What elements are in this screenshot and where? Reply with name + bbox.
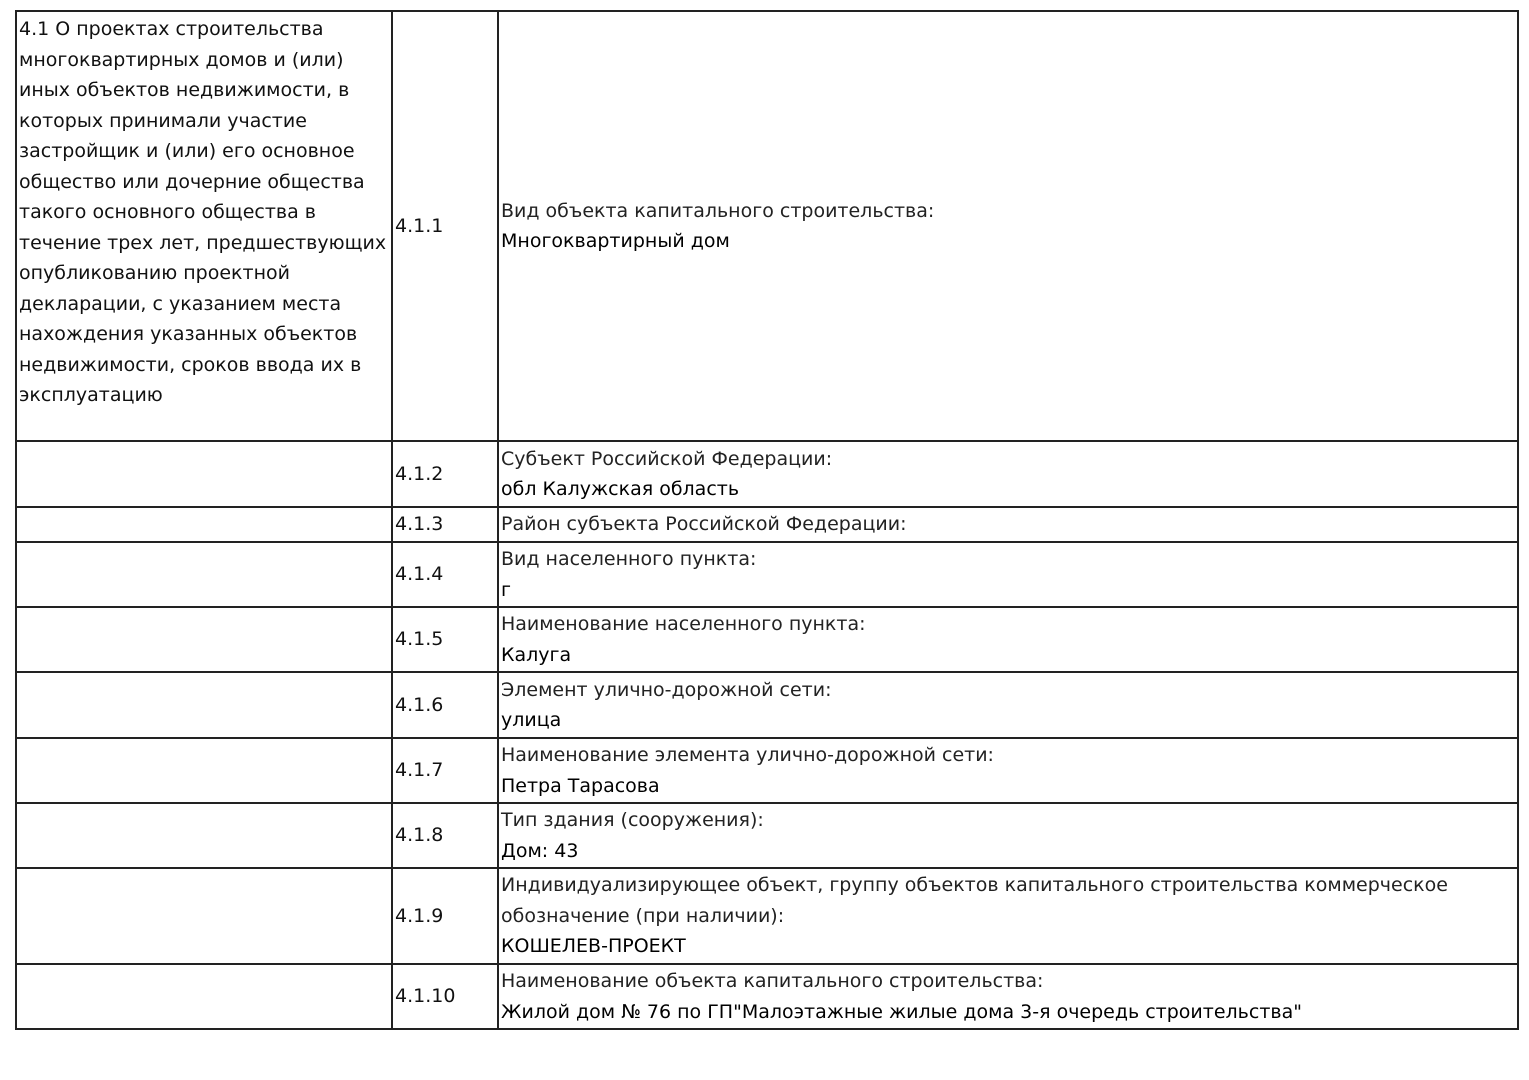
item-label: Район субъекта Российской Федерации: xyxy=(501,513,907,536)
table-row: 4.1.9 Индивидуализирующее объект, группу … xyxy=(15,867,1519,965)
item-label: Тип здания (сооружения): xyxy=(501,809,764,831)
item-value: Жилой дом № 76 по ГП"Малоэтажные жилые д… xyxy=(501,1000,1302,1023)
table-row: 4.1.8 Тип здания (сооружения): Дом: 43 xyxy=(15,802,1519,869)
item-number: 4.1.7 xyxy=(391,737,499,804)
table-row: 4.1.7 Наименование элемента улично-дорожн… xyxy=(15,737,1519,804)
item-content: Элемент улично-дорожной сети: улица xyxy=(497,671,1519,739)
item-number: 4.1.6 xyxy=(391,671,499,739)
item-content: Вид населенного пункта: г xyxy=(497,541,1519,608)
item-label: Наименование элемента улично-дорожной се… xyxy=(501,744,994,766)
section-title-cell xyxy=(15,440,393,508)
item-content: Субъект Российской Федерации: обл Калужск… xyxy=(497,440,1519,508)
item-label: Элемент улично-дорожной сети: xyxy=(501,678,832,701)
item-value: улица xyxy=(501,709,562,731)
item-value: Многоквартирный дом xyxy=(501,230,730,252)
section-title-cell xyxy=(15,606,393,673)
item-content: Наименование населенного пункта: Калуга xyxy=(497,606,1519,673)
item-label: Вид населенного пункта: xyxy=(501,548,757,570)
section-title-cell xyxy=(15,737,393,804)
section-title-cell xyxy=(15,963,393,1030)
item-number: 4.1.2 xyxy=(391,440,499,508)
item-content: Вид объекта капитального строительства: М… xyxy=(497,10,1519,442)
item-number: 4.1.1 xyxy=(391,10,499,442)
item-label: Субъект Российской Федерации: xyxy=(501,447,833,470)
item-content: Индивидуализирующее объект, группу объек… xyxy=(497,867,1519,965)
table-row: 4.1.5 Наименование населенного пункта: Кал… xyxy=(15,606,1519,673)
section-title-cell xyxy=(15,506,393,543)
section-title-cell xyxy=(15,541,393,608)
section-title-cell xyxy=(15,802,393,869)
item-number: 4.1.4 xyxy=(391,541,499,608)
section-title: 4.1 О проектах строительства многокварти… xyxy=(15,10,393,442)
table-row: 4.1.4 Вид населенного пункта: г xyxy=(15,541,1519,608)
item-value: Дом: 43 xyxy=(501,839,579,862)
item-value: Петра Тарасова xyxy=(501,774,660,797)
item-label: Наименование населенного пункта: xyxy=(501,613,866,635)
item-label: Вид объекта капитального строительства: xyxy=(501,199,935,222)
item-value: Калуга xyxy=(501,643,572,666)
item-content: Район субъекта Российской Федерации: xyxy=(497,506,1519,543)
item-content: Тип здания (сооружения): Дом: 43 xyxy=(497,802,1519,869)
item-label: Наименование объекта капитального строит… xyxy=(501,970,1044,992)
table-row: 4.1.6 Элемент улично-дорожной сети: улица xyxy=(15,671,1519,739)
table-row: 4.1.3 Район субъекта Российской Федерации… xyxy=(15,506,1519,543)
table-row: 4.1.2 Субъект Российской Федерации: обл Ка… xyxy=(15,440,1519,508)
item-number: 4.1.8 xyxy=(391,802,499,869)
project-info-table: 4.1 О проектах строительства многокварти… xyxy=(15,10,1519,1030)
item-number: 4.1.9 xyxy=(391,867,499,965)
item-value: обл Калужская область xyxy=(501,478,740,500)
section-title-cell xyxy=(15,671,393,739)
table-row: 4.1 О проектах строительства многокварти… xyxy=(15,10,1519,442)
table-row: 4.1.10 Наименование объекта капитального … xyxy=(15,963,1519,1030)
item-label: Индивидуализирующее объект, группу объек… xyxy=(501,874,1448,927)
item-content: Наименование элемента улично-дорожной се… xyxy=(497,737,1519,804)
item-number: 4.1.5 xyxy=(391,606,499,673)
item-content: Наименование объекта капитального строит… xyxy=(497,963,1519,1030)
item-number: 4.1.3 xyxy=(391,506,499,543)
item-number: 4.1.10 xyxy=(391,963,499,1030)
item-value: КОШЕЛЕВ-ПРОЕКТ xyxy=(501,935,686,958)
item-value: г xyxy=(501,578,511,601)
section-title-cell xyxy=(15,867,393,965)
